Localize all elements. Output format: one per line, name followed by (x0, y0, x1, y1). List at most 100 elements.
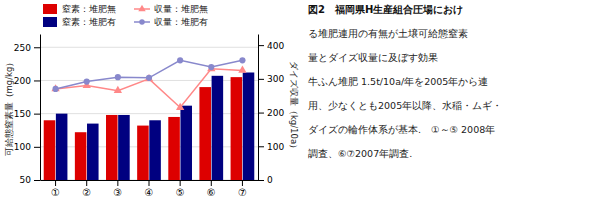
y2-tick-label: 0 (267, 175, 273, 185)
y2-axis-title: ダイズ収量（kg/10a） (289, 61, 299, 153)
axis-line (40, 35, 41, 181)
y-tick-mark (34, 80, 40, 81)
y2-tick: 300 (258, 74, 284, 84)
y-tick-mark (34, 180, 40, 181)
marker (115, 74, 121, 80)
x-tick-mark (211, 180, 212, 186)
x-tick-label: ⑥ (207, 187, 216, 198)
line (56, 60, 243, 89)
grid (40, 47, 258, 180)
caption-line: ダイズの輪作体系が基本. ①～⑤ 2008年 (308, 124, 495, 135)
legend-label: 収量：堆肥無 (154, 4, 208, 14)
x-tick-mark (149, 180, 150, 186)
marker (114, 86, 122, 93)
bar (180, 106, 192, 180)
caption-line: る堆肥連用の有無が土壌可給態窒素 (308, 28, 468, 39)
bar (212, 76, 224, 180)
caption-line: 調査、⑥⑦2007年調査. (308, 148, 412, 159)
bar (87, 124, 99, 180)
marker (238, 66, 246, 73)
x-tick: ② (82, 180, 91, 198)
y2-tick: 100 (258, 142, 284, 152)
y-axis: 50100150200250 (14, 35, 41, 186)
y2-tick-mark (258, 45, 264, 46)
y-tick-label: 50 (20, 175, 32, 185)
marker (84, 78, 90, 84)
caption-line: 用、少なくとも2005年以降、水稲・ムギ・ (308, 100, 502, 111)
y2-tick-mark (258, 180, 264, 181)
x-tick: ① (51, 180, 60, 198)
x-tick-mark (180, 180, 181, 186)
legend-label: 窒素：堆肥無 (62, 4, 116, 14)
chart: ①②③④⑤⑥⑦501001502002500100200300400可給態窒素量… (0, 0, 600, 200)
bar (168, 117, 180, 180)
marker (145, 74, 153, 81)
caption-title: 図2 福岡県H生産組合圧場におけ (308, 4, 463, 16)
bar (106, 115, 118, 180)
marker (146, 75, 152, 81)
x-tick: ⑤ (176, 180, 185, 198)
x-tick: ④ (145, 180, 154, 198)
bar (118, 115, 130, 180)
marker (207, 64, 215, 71)
y-tick: 100 (14, 142, 40, 152)
y-tick-mark (34, 114, 40, 115)
caption: 図2 福岡県H生産組合圧場における堆肥連用の有無が土壌可給態窒素量とダイズ収量に… (308, 4, 502, 159)
legend-item: 収量：堆肥有 (134, 17, 208, 27)
y-tick: 200 (14, 76, 40, 86)
legend-swatch (138, 5, 145, 11)
legend-item: 窒素：堆肥無 (43, 4, 116, 15)
x-tick-label: ② (82, 187, 91, 198)
x-tick-mark (242, 180, 243, 186)
line (56, 69, 243, 108)
x-tick-mark (117, 180, 118, 186)
x-tick: ⑦ (238, 180, 247, 198)
y-tick: 50 (20, 175, 40, 185)
y2-tick-label: 400 (267, 41, 284, 51)
marker (177, 57, 183, 63)
line-series (52, 57, 245, 92)
caption-line: 量とダイズ収量に及ぼす効果 (308, 52, 438, 63)
x-tick-label: ⑦ (238, 187, 247, 198)
x-tick-mark (86, 180, 87, 186)
marker (239, 57, 245, 63)
legend-item: 収量：堆肥無 (134, 4, 208, 14)
y2-tick-mark (258, 79, 264, 80)
axis-line (258, 35, 259, 181)
y-axis-title: 可給態窒素量（mg/kg） (4, 58, 14, 157)
bar-series (56, 72, 254, 180)
y2-tick-label: 200 (267, 108, 284, 118)
grid-line (40, 47, 258, 48)
bar (75, 132, 87, 180)
line-series (51, 64, 246, 110)
y2-tick: 0 (258, 175, 273, 185)
legend-swatch (43, 17, 57, 27)
y-tick-mark (34, 147, 40, 148)
bar (243, 72, 255, 180)
y2-tick-label: 100 (267, 142, 284, 152)
x-tick-mark (55, 180, 56, 186)
bar (44, 120, 56, 180)
x-tick-label: ⑤ (176, 187, 185, 198)
y-tick: 250 (14, 43, 40, 53)
bar (56, 114, 68, 180)
legend-label: 収量：堆肥有 (154, 17, 208, 27)
y-tick-mark (34, 47, 40, 48)
legend-swatch (139, 19, 145, 25)
y-tick-label: 200 (14, 76, 31, 86)
marker (52, 86, 58, 92)
x-tick: ③ (113, 180, 122, 198)
y2-tick-label: 300 (267, 74, 284, 84)
x-tick-label: ① (51, 187, 60, 198)
y2-tick-mark (258, 146, 264, 147)
bar (231, 77, 243, 180)
grid-line (40, 146, 258, 147)
legend: 窒素：堆肥無窒素：堆肥有収量：堆肥無収量：堆肥有 (43, 4, 208, 28)
x-tick: ⑥ (207, 180, 216, 198)
plot-marks (44, 57, 255, 180)
caption-line: 牛ふん堆肥 1.5t/10a/年を2005年から連 (308, 76, 488, 87)
y2-tick: 400 (258, 41, 284, 51)
y2-axis: 0 100 200 300 400 (258, 35, 284, 186)
bar (199, 87, 211, 180)
bar (149, 120, 161, 180)
